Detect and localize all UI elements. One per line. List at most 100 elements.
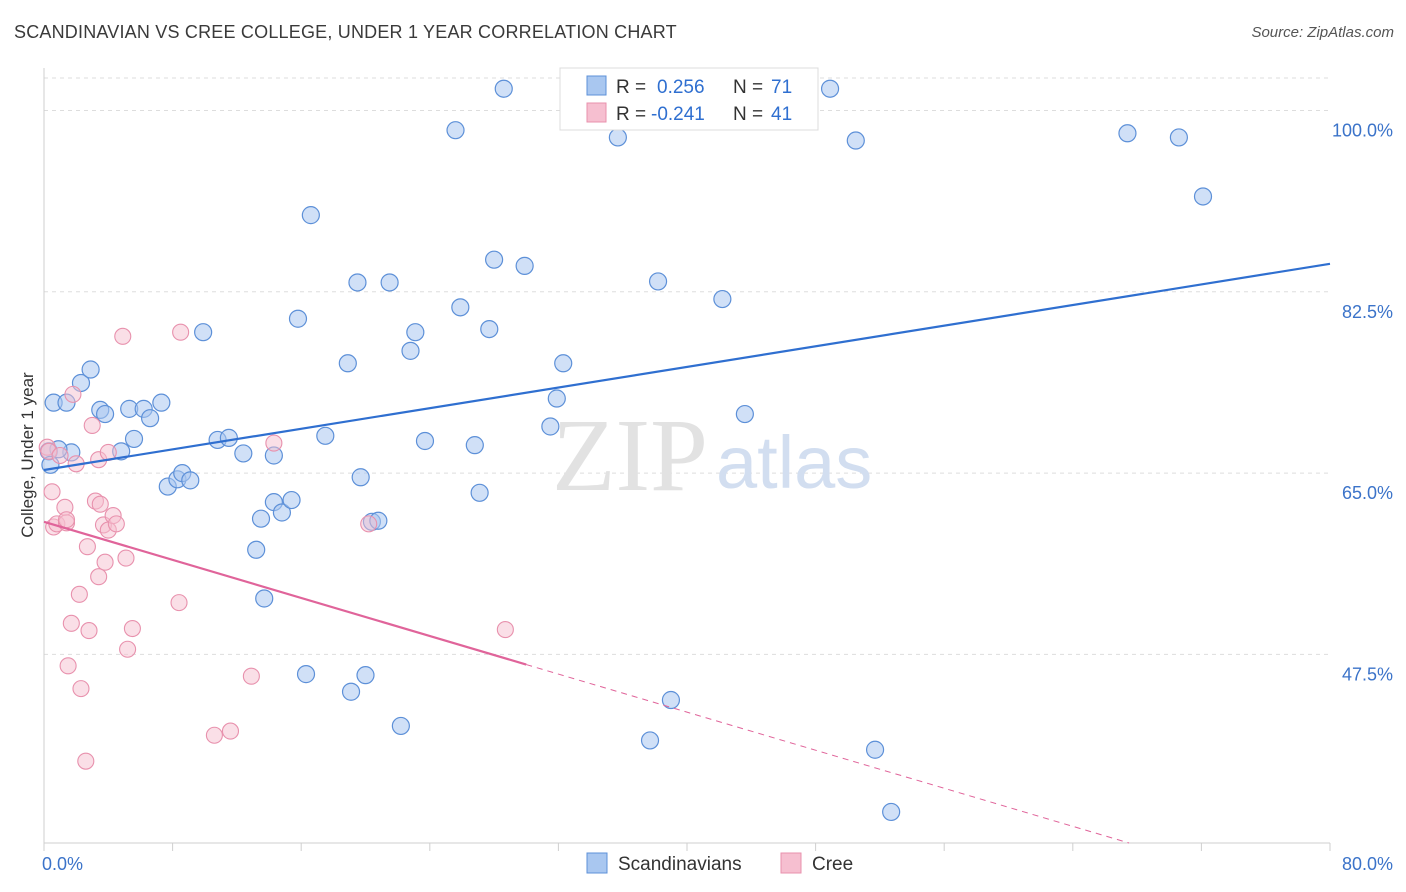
scandinavians-point [515, 256, 534, 275]
cree-point [172, 323, 190, 341]
scandinavians-point [547, 389, 566, 408]
cree-point [90, 568, 108, 586]
x-axis-ticks [43, 843, 1331, 851]
legend-r-value-1: 0.256 [657, 77, 705, 98]
watermark-zip: ZIP [552, 398, 708, 513]
cree-point [51, 446, 69, 465]
cree-point [80, 622, 98, 640]
cree-point [119, 640, 137, 658]
scandinavians-point [316, 426, 335, 445]
cree-point [265, 434, 283, 452]
cree-point [77, 752, 95, 770]
cree-trend-line [43, 520, 527, 666]
scandinavians-point [338, 354, 357, 373]
watermark: ZIP atlas [552, 398, 872, 513]
legend-n-label-2: N = [733, 104, 763, 125]
cree-point [64, 385, 82, 403]
cree-point [83, 416, 101, 435]
y-axis-label: College, Under 1 year [18, 372, 37, 538]
scandinavians-point [446, 121, 465, 140]
cree-point [242, 667, 260, 685]
cree-point [72, 680, 90, 698]
x-tick-label-min: 0.0% [42, 854, 83, 874]
watermark-atlas: atlas [716, 421, 872, 504]
cree-point [70, 585, 88, 603]
scandinavians-point [713, 289, 732, 309]
cree-point [43, 483, 61, 501]
scandinavians-point [181, 471, 200, 490]
scandinavians-point [272, 503, 292, 522]
scandinavians-point [465, 436, 484, 455]
legend-r-value-2: -0.241 [651, 104, 705, 125]
scandinavians-point [95, 404, 115, 424]
scandinavians-point [451, 298, 470, 317]
scandinavians-point [846, 131, 865, 150]
series-legend: Scandinavians Cree [586, 852, 853, 875]
scandinavians-points [39, 79, 1213, 822]
scandinavians-point [124, 429, 144, 449]
cree-point [78, 538, 96, 556]
series-legend-label-scandinavians: Scandinavians [618, 854, 742, 875]
scandinavians-point [234, 444, 253, 463]
scandinavians-point [81, 360, 100, 379]
legend-swatch-cree [586, 102, 607, 123]
scandinavians-point [152, 393, 171, 412]
scandinavians-point [296, 665, 316, 684]
cree-point [62, 614, 80, 632]
scandinavians-trend-line [43, 262, 1331, 472]
scandinavians-point [480, 319, 499, 339]
cree-point [59, 657, 77, 675]
scandinavians-point [247, 540, 266, 559]
cree-point [170, 594, 188, 612]
scandinavians-point [1193, 187, 1213, 206]
scandinavians-point [541, 417, 560, 436]
scandinavians-point [251, 509, 271, 528]
scandinavians-point [485, 250, 504, 269]
scandinavians-point [494, 79, 513, 98]
scandinavians-point [415, 431, 435, 451]
scandinavians-point [288, 309, 308, 328]
scandinavians-point [470, 483, 489, 502]
cree-point [96, 553, 114, 571]
cree-point [107, 515, 125, 533]
legend-n-value-1: 71 [771, 77, 792, 98]
cree-point [205, 726, 223, 744]
chart-title: SCANDINAVIAN VS CREE COLLEGE, UNDER 1 YE… [14, 22, 677, 42]
y-axis-tick-labels: 100.0% 82.5% 65.0% 47.5% [1332, 120, 1393, 684]
scandinavians-point [661, 690, 681, 710]
scandinavians-point [219, 428, 238, 447]
legend-swatch-scandinavians [586, 75, 607, 96]
series-legend-label-cree: Cree [812, 854, 853, 875]
cree-point [91, 495, 109, 513]
scandinavians-point [401, 341, 420, 360]
scandinavians-point [348, 273, 367, 292]
y-tick-label-65: 65.0% [1342, 483, 1393, 503]
scandinavians-point [380, 273, 399, 292]
cree-point [360, 515, 378, 533]
scandinavians-point [735, 404, 754, 424]
cree-point [221, 722, 240, 740]
trend-lines [43, 262, 1331, 844]
scandinavians-point [282, 490, 301, 510]
scandinavians-point [406, 323, 425, 342]
scandinavians-point [140, 409, 160, 428]
x-tick-label-max: 80.0% [1342, 854, 1393, 874]
scandinavians-point [1118, 124, 1137, 143]
series-legend-swatch-cree [780, 852, 802, 874]
legend-n-label-1: N = [733, 77, 763, 98]
scandinavians-point [1169, 128, 1188, 147]
scandinavians-point [608, 128, 627, 147]
legend-n-value-2: 41 [771, 104, 792, 125]
scandinavians-point [356, 666, 375, 685]
cree-point [117, 549, 135, 567]
legend-r-label-2: R = [616, 104, 646, 125]
scandinavians-point [820, 79, 840, 98]
cree-point [496, 621, 514, 639]
scandinavians-point [301, 206, 320, 225]
source-attribution: Source: ZipAtlas.com [1251, 24, 1394, 41]
scandinavians-point [341, 682, 361, 701]
scandinavians-point [648, 272, 668, 291]
legend-r-label-1: R = [616, 77, 646, 98]
scandinavians-point [865, 740, 885, 759]
